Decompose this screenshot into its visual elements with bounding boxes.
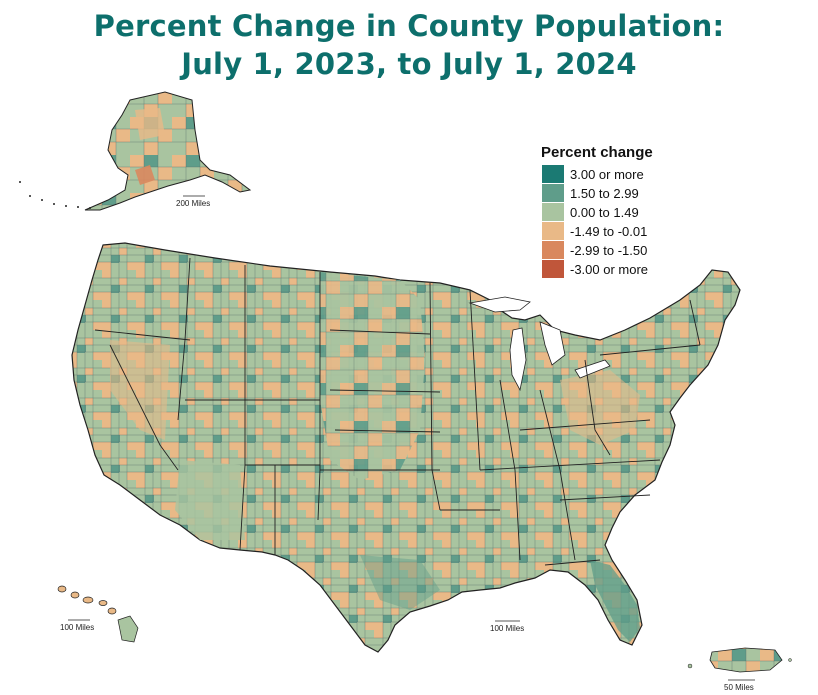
conus-map: [71, 242, 741, 653]
legend-item: 1.50 to 2.99: [542, 184, 639, 202]
legend-swatch: [542, 241, 564, 259]
legend-label: 0.00 to 1.49: [570, 204, 639, 220]
conus-scale-label: 100 Miles: [490, 624, 525, 633]
lake-michigan: [509, 327, 527, 392]
legend-label: 3.00 or more: [570, 166, 644, 182]
legend-label: -2.99 to -1.50: [570, 242, 648, 258]
alaska-map: [19, 91, 252, 211]
alaska-shape: [84, 91, 252, 211]
aleutian-islands: [19, 181, 91, 209]
legend-label: -1.49 to -0.01: [570, 223, 648, 239]
legend-swatch: [542, 184, 564, 202]
puerto-rico-map: [687, 647, 792, 673]
alaska-scale-label: 200 Miles: [176, 199, 211, 208]
legend-label: -3.00 or more: [570, 261, 649, 277]
legend-item: -3.00 or more: [542, 260, 648, 278]
texas-central: [360, 555, 440, 610]
legend-swatch: [542, 203, 564, 221]
legend-item: 0.00 to 1.49: [542, 203, 639, 221]
legend-item: -1.49 to -0.01: [542, 222, 647, 240]
puerto-rico-scale-label: 50 Miles: [724, 683, 754, 692]
hawaii-scale-label: 100 Miles: [60, 623, 95, 632]
state-boundaries: [94, 257, 701, 566]
florida-peninsula: [590, 560, 640, 642]
lake-huron: [539, 321, 566, 366]
map-title-line-2: July 1, 2023, to July 1, 2024: [181, 47, 637, 81]
legend-item: 3.00 or more: [542, 165, 644, 183]
legend-swatch: [542, 222, 564, 240]
lake-erie: [574, 359, 611, 379]
map-title-line-1: Percent Change in County Population:: [93, 9, 725, 43]
nevada-region: [110, 340, 170, 440]
alaska-red-area: [135, 165, 155, 185]
legend-item: -2.99 to -1.50: [542, 241, 647, 259]
lake-superior: [468, 296, 531, 313]
legend-swatch: [542, 165, 564, 183]
hawaii-map: [57, 585, 139, 643]
alaska-orange-area: [135, 108, 165, 140]
legend-title: Percent change: [541, 144, 653, 161]
arizona-region: [175, 460, 245, 540]
appalachia-region: [560, 370, 640, 445]
great-plains-region: [320, 272, 425, 480]
legend-swatch: [542, 260, 564, 278]
legend-label: 1.50 to 2.99: [570, 185, 639, 201]
